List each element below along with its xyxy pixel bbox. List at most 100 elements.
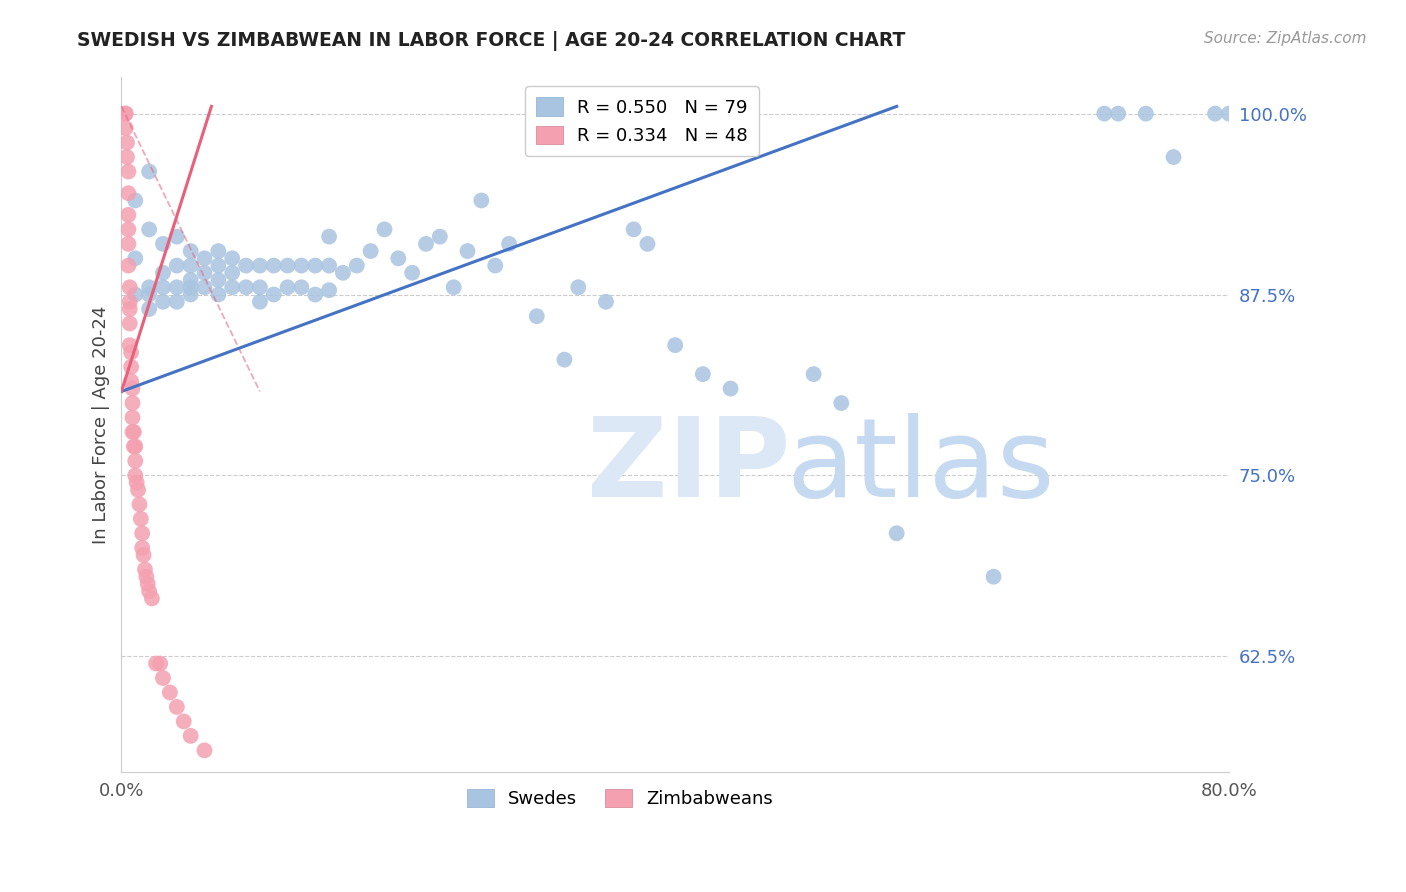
Swedes xyxy=(193,266,215,280)
Swedes xyxy=(166,294,188,309)
Swedes xyxy=(803,367,825,381)
Swedes xyxy=(692,367,714,381)
Zimbabweans xyxy=(129,512,152,526)
Zimbabweans xyxy=(128,497,150,511)
Zimbabweans xyxy=(118,338,141,352)
Zimbabweans xyxy=(132,548,155,562)
Swedes xyxy=(1204,106,1226,120)
Swedes xyxy=(152,236,174,251)
Swedes xyxy=(886,526,908,541)
Zimbabweans xyxy=(114,106,136,120)
Swedes xyxy=(484,259,506,273)
Swedes xyxy=(152,280,174,294)
Swedes xyxy=(221,252,243,266)
Swedes xyxy=(138,287,160,301)
Zimbabweans xyxy=(152,671,174,685)
Swedes xyxy=(318,283,340,297)
Zimbabweans xyxy=(118,294,141,309)
Swedes xyxy=(623,222,645,236)
Swedes xyxy=(207,259,229,273)
Zimbabweans xyxy=(118,280,141,294)
Zimbabweans xyxy=(118,317,141,331)
Zimbabweans xyxy=(121,410,143,425)
Zimbabweans xyxy=(114,121,136,136)
Zimbabweans xyxy=(121,396,143,410)
Zimbabweans xyxy=(127,483,149,497)
Swedes xyxy=(263,287,285,301)
Swedes xyxy=(830,396,852,410)
Zimbabweans xyxy=(117,259,139,273)
Zimbabweans xyxy=(134,562,156,576)
Zimbabweans xyxy=(135,570,157,584)
Swedes xyxy=(235,259,257,273)
Zimbabweans xyxy=(121,382,143,396)
Zimbabweans xyxy=(117,164,139,178)
Swedes xyxy=(138,280,160,294)
Swedes xyxy=(360,244,382,259)
Swedes xyxy=(166,280,188,294)
Swedes xyxy=(249,280,271,294)
Swedes xyxy=(221,266,243,280)
Swedes xyxy=(180,280,202,294)
Swedes xyxy=(346,259,368,273)
Swedes xyxy=(1218,106,1240,120)
Zimbabweans xyxy=(193,743,215,757)
Text: ZIP: ZIP xyxy=(586,413,790,520)
Swedes xyxy=(207,244,229,259)
Swedes xyxy=(290,259,312,273)
Swedes xyxy=(720,382,742,396)
Zimbabweans xyxy=(131,526,153,541)
Zimbabweans xyxy=(115,136,138,150)
Zimbabweans xyxy=(136,577,159,591)
Swedes xyxy=(166,259,188,273)
Swedes xyxy=(207,273,229,287)
Zimbabweans xyxy=(159,685,181,699)
Swedes xyxy=(664,338,686,352)
Zimbabweans xyxy=(122,440,145,454)
Swedes xyxy=(166,229,188,244)
Zimbabweans xyxy=(124,468,146,483)
Swedes xyxy=(553,352,575,367)
Swedes xyxy=(180,259,202,273)
Swedes xyxy=(567,280,589,294)
Swedes xyxy=(193,280,215,294)
Swedes xyxy=(304,287,326,301)
Swedes xyxy=(277,259,299,273)
Swedes xyxy=(180,244,202,259)
Text: SWEDISH VS ZIMBABWEAN IN LABOR FORCE | AGE 20-24 CORRELATION CHART: SWEDISH VS ZIMBABWEAN IN LABOR FORCE | A… xyxy=(77,31,905,51)
Swedes xyxy=(193,252,215,266)
Swedes xyxy=(1107,106,1129,120)
Zimbabweans xyxy=(114,106,136,120)
Swedes xyxy=(1092,106,1115,120)
Zimbabweans xyxy=(120,375,142,389)
Swedes xyxy=(498,236,520,251)
Swedes xyxy=(138,222,160,236)
Swedes xyxy=(263,259,285,273)
Swedes xyxy=(290,280,312,294)
Zimbabweans xyxy=(125,475,148,490)
Zimbabweans xyxy=(131,541,153,555)
Zimbabweans xyxy=(121,425,143,439)
Swedes xyxy=(443,280,465,294)
Swedes xyxy=(637,236,659,251)
Swedes xyxy=(401,266,423,280)
Swedes xyxy=(152,294,174,309)
Swedes xyxy=(152,266,174,280)
Legend: Swedes, Zimbabweans: Swedes, Zimbabweans xyxy=(460,781,780,815)
Swedes xyxy=(304,259,326,273)
Swedes xyxy=(124,252,146,266)
Swedes xyxy=(983,570,1005,584)
Swedes xyxy=(235,280,257,294)
Swedes xyxy=(124,287,146,301)
Swedes xyxy=(373,222,395,236)
Zimbabweans xyxy=(117,208,139,222)
Swedes xyxy=(457,244,479,259)
Swedes xyxy=(180,273,202,287)
Zimbabweans xyxy=(117,222,139,236)
Zimbabweans xyxy=(149,657,172,671)
Swedes xyxy=(207,287,229,301)
Swedes xyxy=(470,194,492,208)
Swedes xyxy=(387,252,409,266)
Swedes xyxy=(415,236,437,251)
Zimbabweans xyxy=(124,440,146,454)
